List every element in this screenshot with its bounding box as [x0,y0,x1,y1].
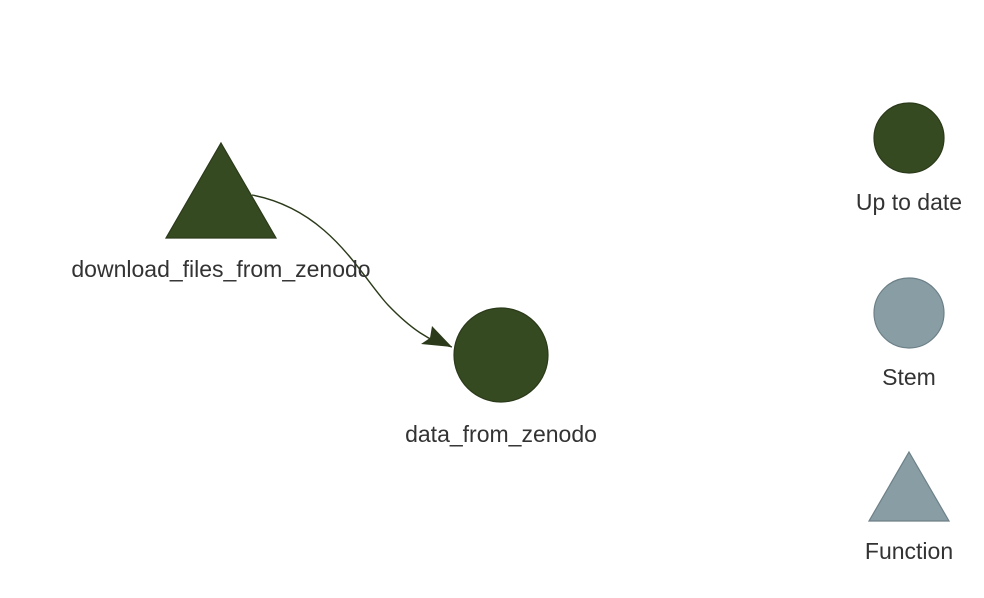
legend-item-stem: Stem [873,277,945,390]
function-triangle-icon [164,141,278,239]
function-triangle-icon [867,450,951,522]
legend: Up to date Stem Function [856,102,962,564]
node-data-from-zenodo[interactable]: data_from_zenodo [405,307,597,447]
node-label: download_files_from_zenodo [71,256,370,282]
node-label: data_from_zenodo [405,421,597,447]
edge-download-to-data [251,194,453,348]
legend-label: Function [865,538,953,564]
legend-label: Up to date [856,189,962,215]
up-to-date-circle-icon [873,102,945,174]
stem-circle-icon [453,307,549,403]
legend-item-function: Function [865,450,953,564]
legend-label: Stem [882,364,936,390]
stem-circle-icon [873,277,945,349]
edge-arrowhead-icon [421,326,452,347]
node-download-files-from-zenodo[interactable]: download_files_from_zenodo [71,141,371,282]
legend-item-up-to-date: Up to date [856,102,962,215]
